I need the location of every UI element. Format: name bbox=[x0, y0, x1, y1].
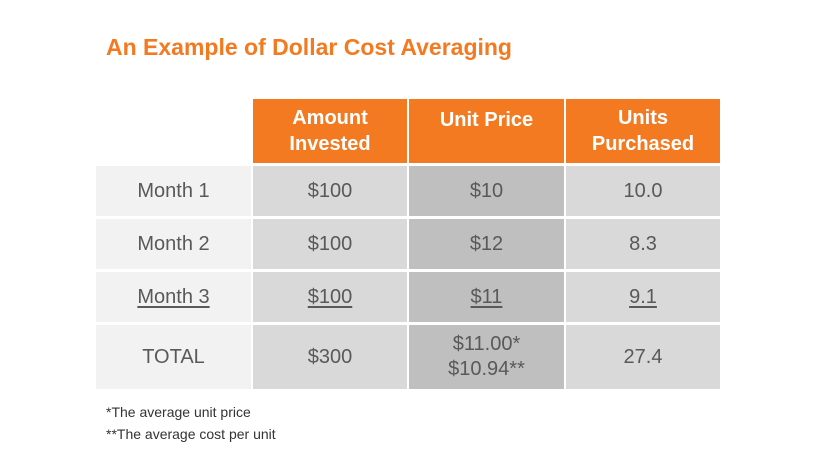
cell-units-month-2: 8.3 bbox=[566, 219, 720, 269]
row-label-total: TOTAL bbox=[96, 325, 251, 389]
cell-price-total: $11.00* $10.94** bbox=[409, 325, 564, 389]
cell-units-month-1: 10.0 bbox=[566, 166, 720, 216]
header-units-line2: Purchased bbox=[591, 133, 695, 155]
table-corner bbox=[96, 99, 251, 163]
cell-amount-total: $300 bbox=[253, 325, 407, 389]
page-title: An Example of Dollar Cost Averaging bbox=[106, 34, 512, 60]
cell-price-month-2: $12 bbox=[409, 219, 564, 269]
cell-units-total: 27.4 bbox=[566, 325, 720, 389]
cell-units-month-3-text: 9.1 bbox=[629, 285, 657, 308]
dca-table: Amount Invested Unit Price Units Purchas… bbox=[96, 99, 720, 389]
row-label-month-3: Month 3 bbox=[96, 272, 251, 322]
row-label-month-3-text: Month 3 bbox=[137, 285, 210, 308]
header-amount-line2: Invested bbox=[289, 133, 371, 155]
header-amount-line1: Amount bbox=[292, 107, 368, 129]
cell-price-month-3: $11 bbox=[409, 272, 564, 322]
cell-amount-month-1: $100 bbox=[253, 166, 407, 216]
cell-amount-month-3-text: $100 bbox=[307, 285, 353, 308]
cell-price-total-line2: $10.94** bbox=[448, 358, 525, 380]
header-units-line1: Units bbox=[617, 107, 668, 129]
header-unit-price-label: Unit Price bbox=[439, 109, 534, 131]
row-label-month-2: Month 2 bbox=[96, 219, 251, 269]
footnote-average-unit-price: *The average unit price bbox=[106, 404, 251, 420]
footnote-average-cost-per-unit: **The average cost per unit bbox=[106, 426, 276, 442]
header-amount-invested: Amount Invested bbox=[253, 99, 407, 163]
cell-units-month-3: 9.1 bbox=[566, 272, 720, 322]
header-units-purchased: Units Purchased bbox=[566, 99, 720, 163]
row-label-month-1: Month 1 bbox=[96, 166, 251, 216]
cell-price-total-line1: $11.00* bbox=[452, 333, 521, 355]
cell-price-month-1: $10 bbox=[409, 166, 564, 216]
cell-price-month-3-text: $11 bbox=[470, 285, 503, 308]
header-unit-price: Unit Price bbox=[409, 99, 564, 163]
cell-amount-month-2: $100 bbox=[253, 219, 407, 269]
cell-amount-month-3: $100 bbox=[253, 272, 407, 322]
